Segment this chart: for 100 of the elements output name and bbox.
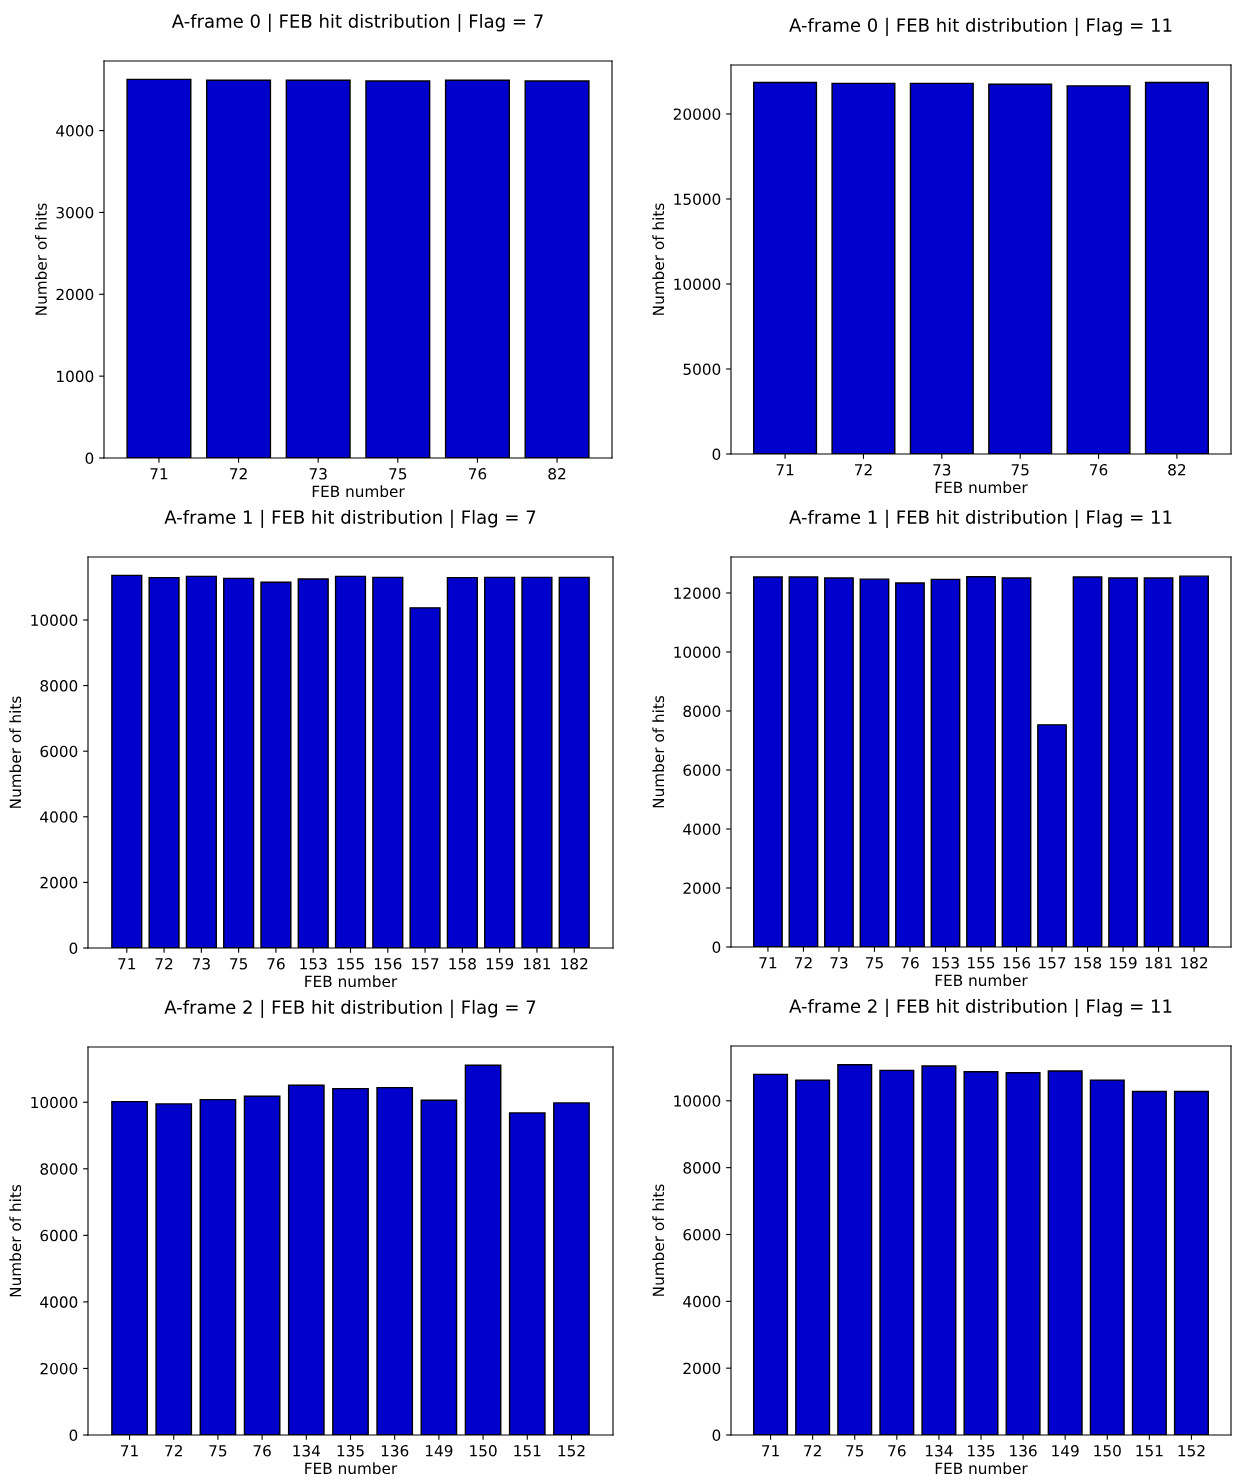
- x-tick-label: 72: [165, 1444, 182, 1457]
- chart-title: A-frame 0 | FEB hit distribution | Flag = 7: [171, 13, 543, 32]
- x-tick-label: 182: [561, 957, 588, 970]
- x-tick-label: 71: [118, 958, 136, 970]
- y-tick-label: 0: [69, 1429, 78, 1442]
- x-tick-label: 76: [888, 1444, 906, 1457]
- x-tick-label: 149: [1052, 1444, 1079, 1457]
- y-tick-label: 4000: [40, 1296, 78, 1308]
- y-tick-label: 8000: [40, 1163, 78, 1175]
- y-tick-label: 10000: [674, 1095, 721, 1107]
- x-tick-label: 156: [1003, 956, 1031, 969]
- x-axis-title: FEB number: [305, 1462, 398, 1475]
- x-tick-label: 134: [926, 1444, 953, 1457]
- x-tick-label: 151: [514, 1445, 541, 1457]
- x-tick-label: 158: [1074, 956, 1102, 969]
- y-tick-label: 0: [712, 941, 721, 954]
- chart-title: A-frame 2 | FEB hit distribution | Flag = 7: [164, 999, 536, 1018]
- chart-title: A-frame 0 | FEB hit distribution | Flag = 11: [789, 17, 1172, 36]
- y-tick-label: 2000: [683, 1362, 721, 1375]
- x-tick-label: 152: [1178, 1444, 1205, 1457]
- y-tick-label: 15000: [674, 193, 721, 205]
- x-tick-label: 76: [901, 956, 919, 969]
- y-tick-label: 0: [712, 1429, 721, 1442]
- y-tick-label: 8000: [683, 1162, 721, 1174]
- x-axis-title: FEB number: [312, 485, 405, 498]
- x-axis-title: FEB number: [305, 975, 398, 988]
- x-tick-label: 75: [866, 957, 883, 969]
- y-tick-label: 10000: [674, 278, 721, 290]
- x-tick-label: 135: [337, 1444, 364, 1457]
- x-tick-label: 82: [548, 467, 566, 480]
- x-tick-label: 156: [374, 957, 402, 970]
- y-tick-label: 5000: [683, 363, 721, 376]
- x-tick-label: 182: [1181, 956, 1208, 969]
- x-tick-label: 75: [846, 1445, 864, 1457]
- chart-title: A-frame 2 | FEB hit distribution | Flag = 11: [789, 998, 1172, 1017]
- x-tick-label: 181: [1145, 956, 1172, 969]
- x-tick-label: 150: [1094, 1444, 1121, 1457]
- y-tick-label: 6000: [40, 745, 78, 758]
- x-tick-label: 155: [337, 958, 364, 970]
- x-tick-label: 181: [524, 957, 551, 970]
- x-tick-label: 135: [968, 1444, 995, 1457]
- x-tick-label: 152: [558, 1444, 585, 1457]
- y-tick-label: 10000: [31, 1096, 78, 1109]
- y-axis-title: Number of hits: [652, 1184, 665, 1296]
- x-tick-label: 149: [425, 1444, 453, 1457]
- x-tick-label: 157: [412, 958, 439, 970]
- x-tick-label: 71: [759, 957, 777, 969]
- y-tick-label: 0: [69, 942, 78, 955]
- y-tick-label: 1000: [57, 370, 94, 383]
- x-tick-label: 73: [933, 463, 951, 476]
- x-tick-label: 134: [293, 1444, 321, 1457]
- x-tick-label: 76: [267, 957, 285, 970]
- x-tick-label: 76: [253, 1444, 271, 1457]
- y-tick-label: 4000: [683, 1295, 721, 1308]
- y-tick-label: 2000: [56, 288, 94, 301]
- y-tick-label: 20000: [673, 108, 721, 120]
- x-tick-label: 73: [192, 957, 210, 970]
- y-axis-title: Number of hits: [9, 696, 22, 808]
- x-tick-label: 71: [121, 1445, 138, 1457]
- x-tick-label: 157: [1039, 957, 1066, 969]
- chart-title: A-frame 1 | FEB hit distribution | Flag = 11: [789, 509, 1172, 528]
- x-tick-label: 72: [804, 1444, 821, 1457]
- x-tick-label: 72: [794, 956, 812, 969]
- x-tick-label: 159: [486, 957, 514, 970]
- chart-title: A-frame 1 | FEB hit distribution | Flag = 7: [164, 509, 536, 528]
- x-tick-label: 136: [381, 1444, 409, 1457]
- x-tick-label: 75: [209, 1445, 227, 1457]
- x-tick-label: 71: [150, 468, 168, 480]
- x-tick-label: 136: [1010, 1444, 1037, 1457]
- x-tick-label: 155: [968, 957, 995, 969]
- y-tick-label: 4000: [56, 125, 94, 137]
- y-axis-title: Number of hits: [35, 203, 47, 315]
- x-tick-label: 71: [762, 1445, 779, 1457]
- y-tick-label: 2000: [683, 882, 721, 895]
- y-tick-label: 4000: [683, 823, 721, 836]
- y-tick-label: 0: [85, 452, 94, 465]
- x-tick-label: 153: [300, 957, 327, 970]
- x-tick-label: 72: [155, 957, 173, 970]
- y-tick-label: 4000: [40, 811, 78, 823]
- y-tick-label: 6000: [683, 1228, 721, 1241]
- y-tick-label: 8000: [40, 680, 78, 692]
- x-tick-label: 75: [230, 958, 248, 970]
- x-tick-label: 153: [932, 956, 959, 969]
- y-tick-label: 10000: [674, 646, 721, 659]
- y-tick-label: 10000: [31, 614, 78, 626]
- x-tick-label: 76: [1090, 463, 1108, 476]
- x-tick-label: 72: [854, 463, 872, 476]
- y-tick-label: 8000: [683, 705, 721, 718]
- x-tick-label: 150: [470, 1444, 497, 1457]
- x-tick-label: 151: [1136, 1445, 1163, 1457]
- x-axis-title: FEB number: [935, 1462, 1028, 1475]
- x-tick-label: 76: [468, 467, 487, 480]
- x-tick-label: 159: [1110, 956, 1137, 969]
- y-tick-label: 3000: [56, 206, 94, 219]
- x-axis-title: FEB number: [935, 974, 1028, 987]
- y-tick-label: 2000: [40, 1362, 78, 1375]
- y-axis-title: Number of hits: [652, 695, 665, 808]
- y-tick-label: 6000: [683, 764, 721, 777]
- x-tick-label: 73: [830, 956, 848, 969]
- x-tick-label: 158: [449, 957, 476, 970]
